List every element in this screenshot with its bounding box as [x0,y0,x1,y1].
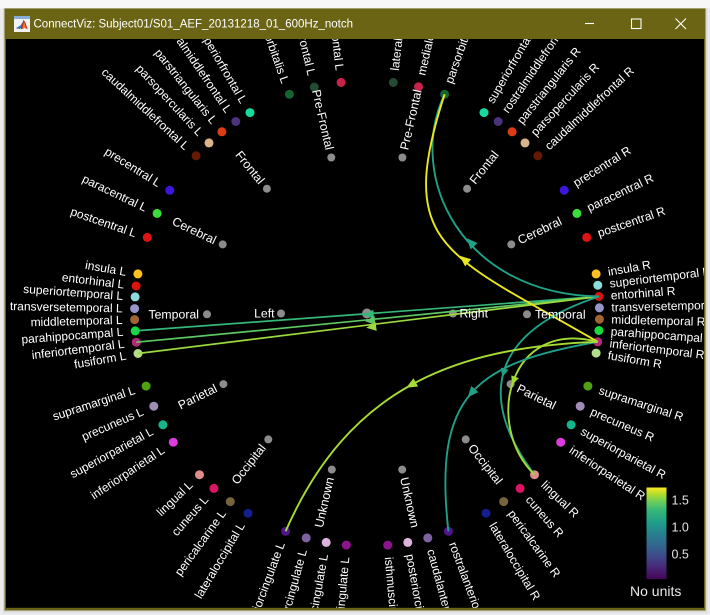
svg-text:ConnectViz: Subject01/S01_AEF_: ConnectViz: Subject01/S01_AEF_20131218_0… [34,19,353,31]
svg-text:middletemporal R: middletemporal R [611,313,706,329]
svg-text:1.0: 1.0 [672,520,689,534]
svg-text:Right: Right [460,307,489,321]
svg-text:entorhinal R: entorhinal R [610,284,676,303]
svg-text:transversetemporal L: transversetemporal L [10,299,123,315]
svg-text:middletemporal L: middletemporal L [30,313,123,329]
svg-text:Left: Left [254,307,275,321]
svg-text:Temporal: Temporal [148,307,199,321]
svg-text:No units: No units [630,583,681,599]
svg-text:1.5: 1.5 [672,493,689,507]
svg-text:Temporal: Temporal [535,307,586,321]
svg-text:insula L: insula L [84,258,127,279]
svg-text:0.5: 0.5 [672,548,689,562]
svg-text:transversetemporal R: transversetemporal R [611,298,710,315]
